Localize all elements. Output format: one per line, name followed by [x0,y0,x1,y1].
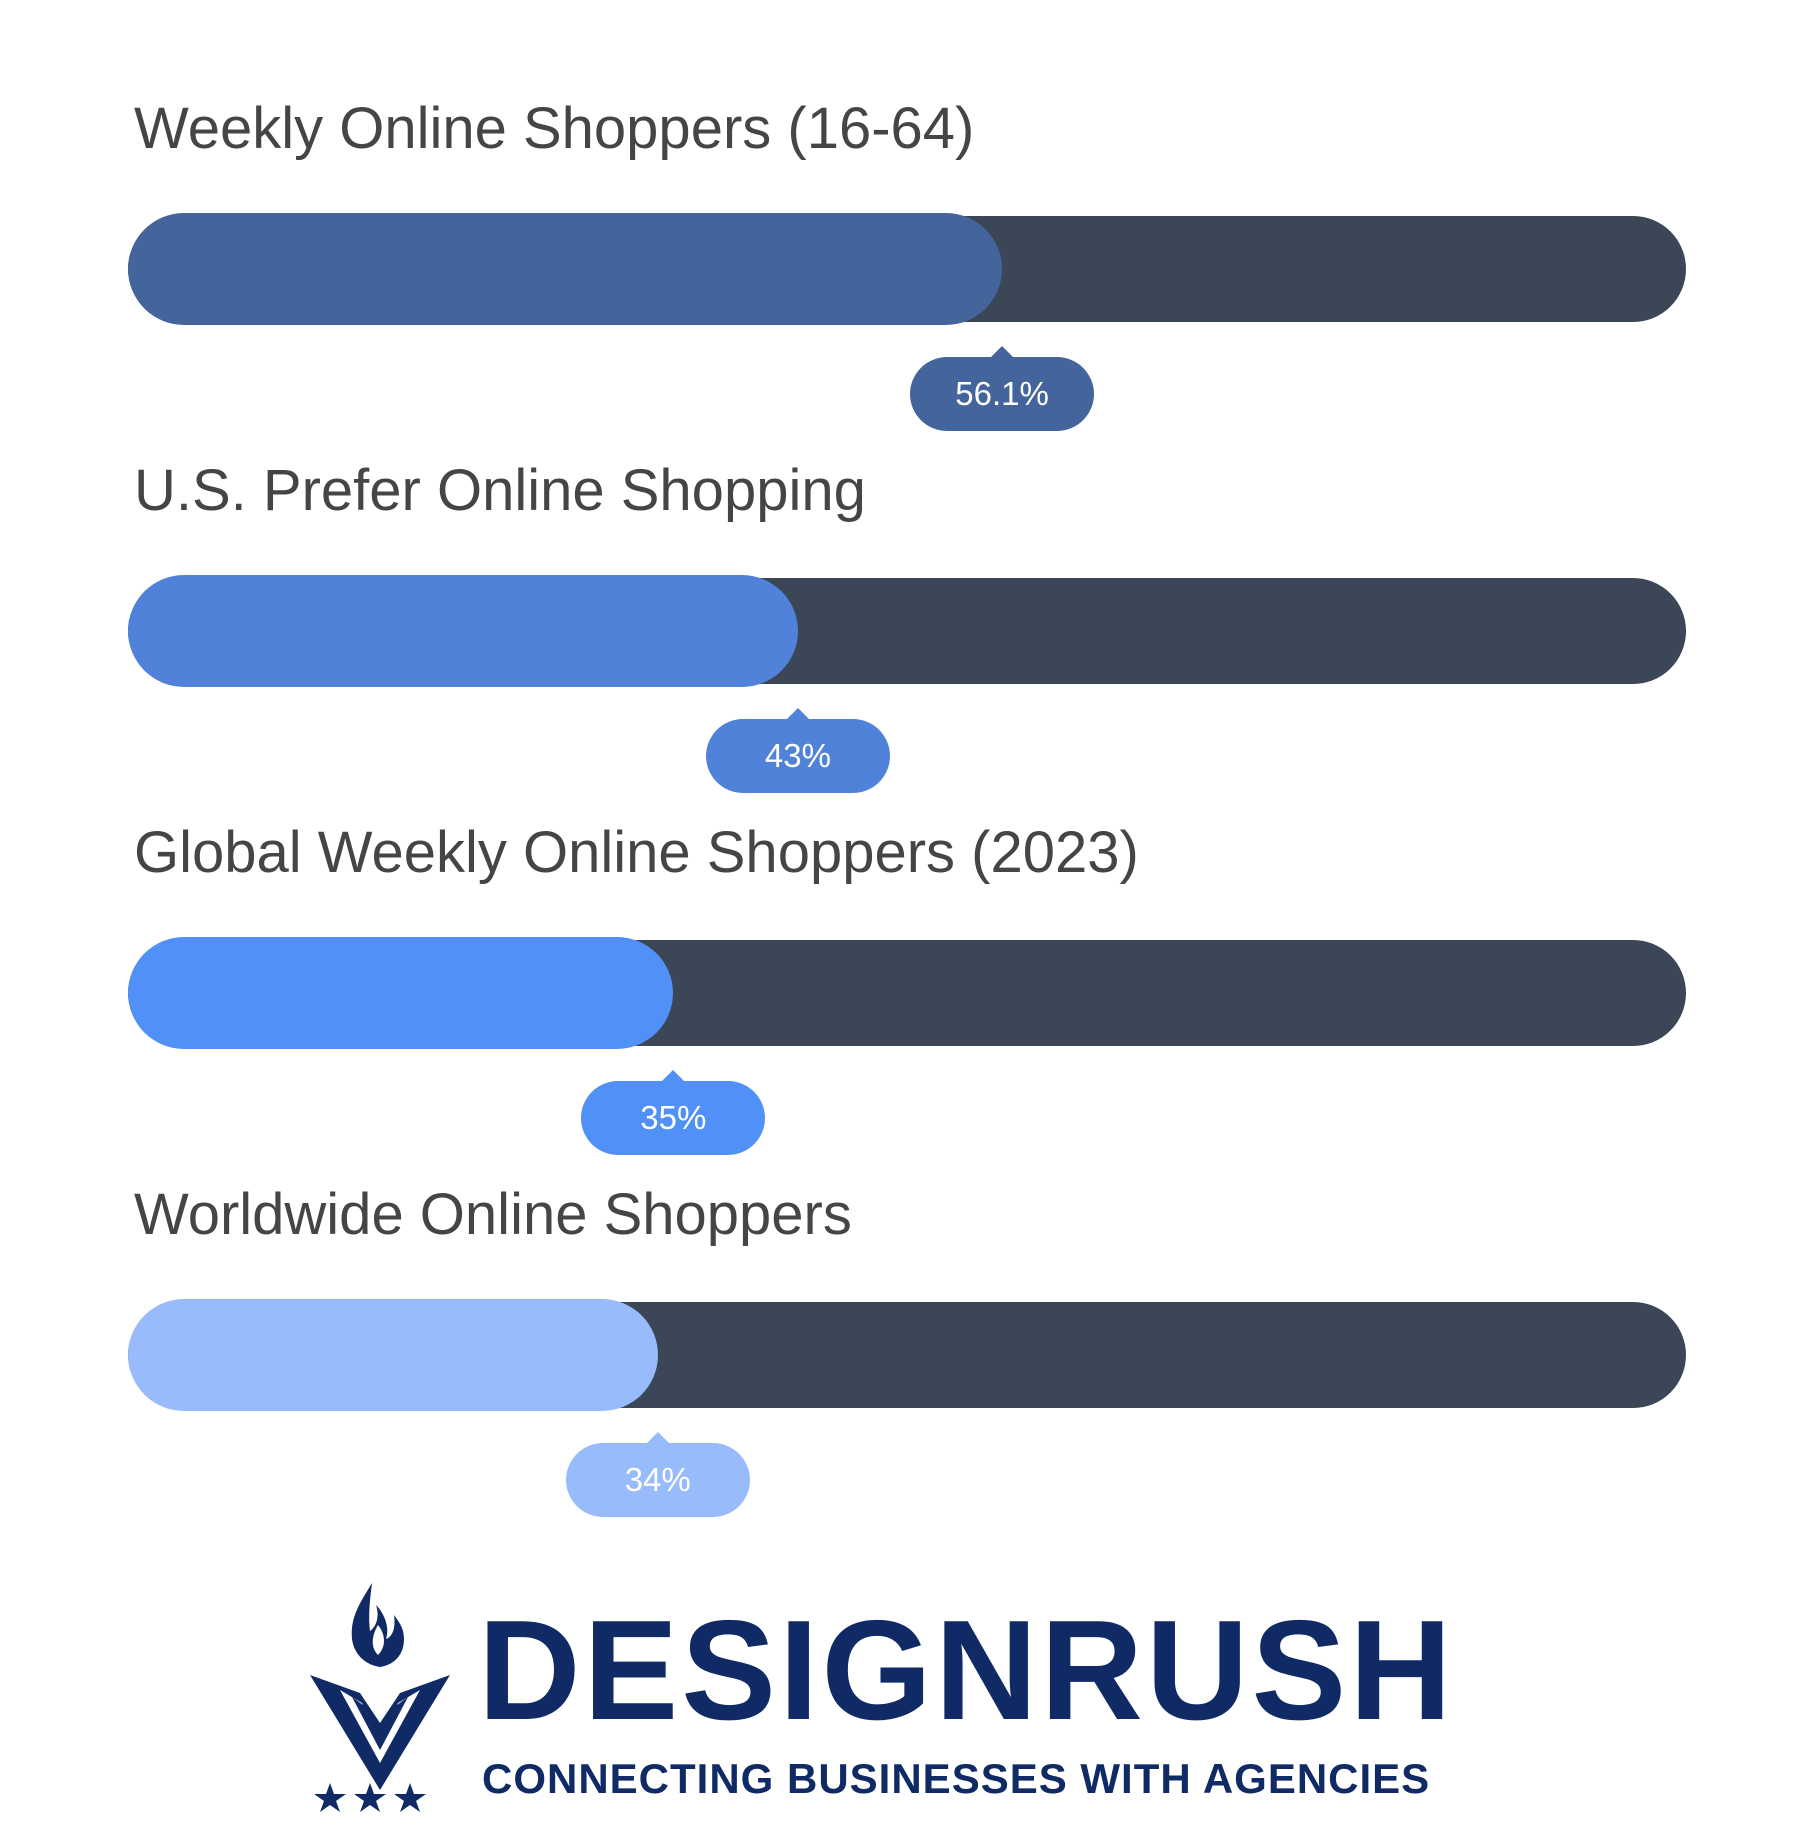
bar-category-label: Weekly Online Shoppers (16-64) [134,96,975,161]
torch-v-logo-icon [310,1583,450,1790]
bar-category-label: Global Weekly Online Shoppers (2023) [134,820,1139,885]
bar-row: Weekly Online Shoppers (16-64) 56.1% [0,0,1800,431]
bar-value-label: 35% [581,1070,766,1155]
bar-value-label: 34% [565,1432,750,1517]
bar-value-label: 43% [705,708,890,793]
bar-fill [128,937,674,1049]
bar-category-label: Worldwide Online Shoppers [134,1182,852,1247]
bar-category-label: U.S. Prefer Online Shopping [134,458,866,523]
three-stars-icon [314,1783,426,1812]
bar-row: Global Weekly Online Shoppers (2023) 35% [0,724,1800,1155]
bar-row: Worldwide Online Shoppers 34% [0,1086,1800,1517]
bar-fill [128,1299,658,1411]
bar-value-label: 56.1% [910,346,1095,431]
brand-tagline: CONNECTING BUSINESSES WITH AGENCIES [482,1755,1431,1802]
brand-name: DESIGNRUSH [478,1591,1455,1750]
bar-fill [128,575,798,687]
designrush-logo: DESIGNRUSH CONNECTING BUSINESSES WITH AG… [300,1575,1540,1815]
bar-fill [128,213,1003,325]
bar-row: U.S. Prefer Online Shopping 43% [0,362,1800,793]
progress-bar-chart: Weekly Online Shoppers (16-64) 56.1% U.S. … [0,0,1800,1517]
